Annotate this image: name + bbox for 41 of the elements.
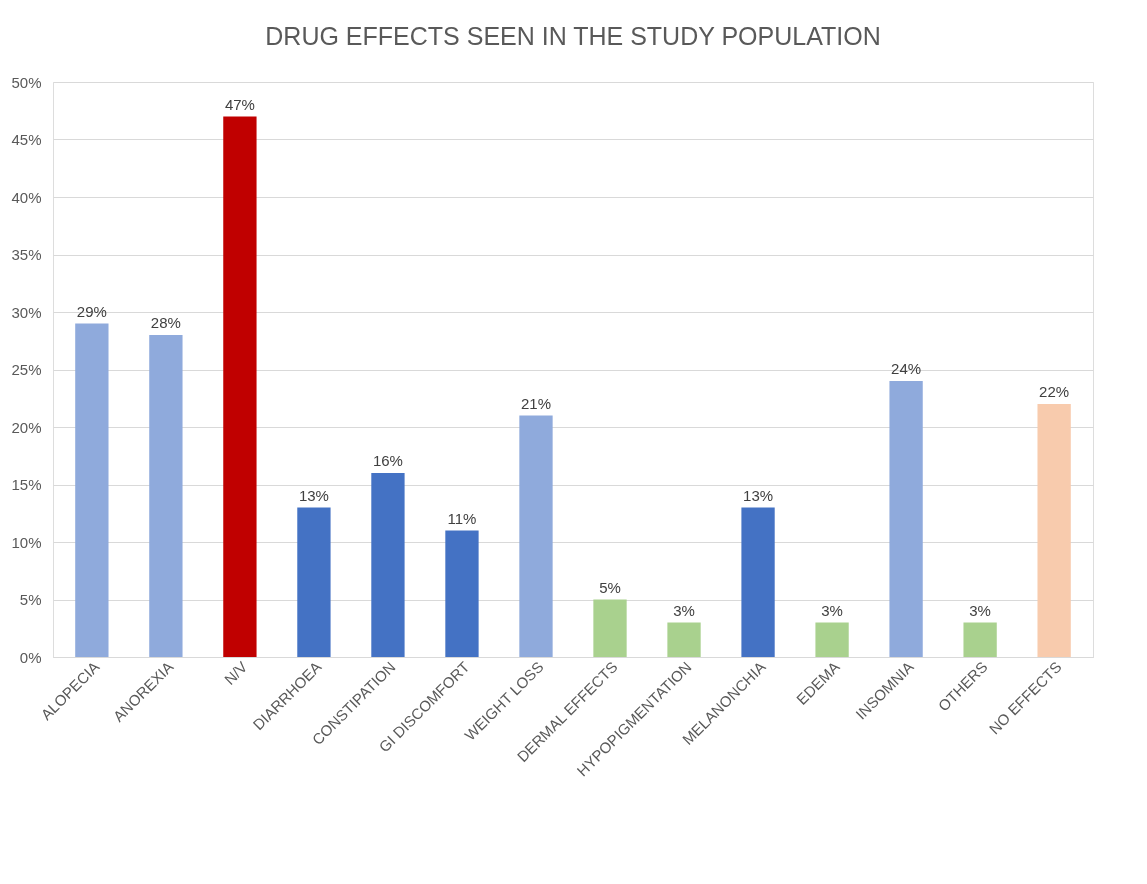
bar <box>741 507 775 657</box>
bar <box>223 116 257 657</box>
y-tick-label: 15% <box>11 476 42 493</box>
chart-title: DRUG EFFECTS SEEN IN THE STUDY POPULATION <box>265 22 881 50</box>
y-tick-label: 35% <box>11 246 42 263</box>
bar <box>445 530 479 657</box>
data-label: 13% <box>298 486 329 504</box>
y-tick-label: 50% <box>11 73 42 91</box>
bar <box>149 335 183 657</box>
bar <box>889 381 923 657</box>
data-label: 11% <box>447 509 477 527</box>
data-label: 22% <box>1039 383 1070 400</box>
bar <box>297 507 331 657</box>
data-label: 24% <box>891 360 922 377</box>
bar <box>519 415 553 657</box>
y-tick-label: 0% <box>19 648 42 666</box>
y-tick-label: 20% <box>11 418 42 436</box>
data-label: 47% <box>224 95 255 113</box>
data-label: 16% <box>372 452 403 469</box>
y-tick-label: 10% <box>11 533 42 551</box>
bar <box>815 622 849 657</box>
y-tick-label: 45% <box>11 131 42 148</box>
bar <box>1037 404 1071 657</box>
data-label: 5% <box>599 578 621 596</box>
data-label: 3% <box>969 601 991 619</box>
y-tick-label: 25% <box>11 361 42 378</box>
bar <box>593 599 627 657</box>
y-tick-label: 30% <box>11 303 42 321</box>
data-label: 28% <box>150 314 181 331</box>
bar <box>75 323 109 657</box>
data-label: 3% <box>673 601 695 619</box>
bar <box>963 622 997 657</box>
data-label: 3% <box>821 601 843 619</box>
y-tick-label: 5% <box>19 591 42 608</box>
bar <box>667 622 701 657</box>
data-label: 21% <box>520 394 551 412</box>
bar <box>371 473 405 657</box>
data-label: 13% <box>743 486 774 504</box>
data-label: 29% <box>76 302 107 320</box>
x-tick-label: N/V <box>220 658 251 688</box>
y-tick-label: 40% <box>11 188 42 206</box>
